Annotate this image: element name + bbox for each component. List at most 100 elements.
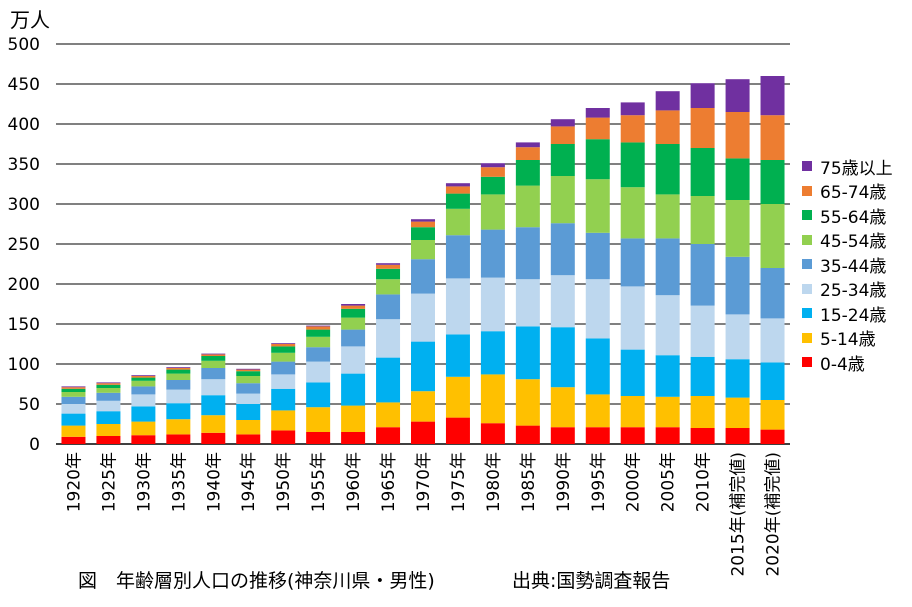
x-tick-label: 2015年(補完値) [729,452,749,577]
bar-segment [201,360,226,368]
y-tick-label: 350 [8,155,40,175]
x-tick-label: 1950年 [274,452,294,512]
legend-item: 35-44歳 [802,252,893,277]
legend-label: 65-74歳 [820,183,887,204]
legend-swatch [802,308,812,319]
bar-segment [131,394,156,407]
bar-segment [411,341,435,392]
bar-segment [411,240,435,260]
legend-swatch [802,332,812,343]
bar-segment [201,415,226,433]
bar-segment [550,387,575,428]
bar-segment [166,368,191,370]
bar-segment [166,373,191,380]
bar-segment [236,383,261,394]
bar-segment [201,379,226,396]
bar-segment [306,407,331,432]
bar-segment [376,294,401,320]
bar-segment [480,423,505,444]
bar-segment [96,400,121,412]
bar-segment [690,196,715,244]
bar-segment [271,352,296,362]
bar-segment [236,371,261,376]
legend-label: 45-54歳 [820,232,887,253]
bar-segment [96,388,121,393]
bar-segment [271,374,296,389]
bar-segment [585,338,610,395]
bar-segment [271,344,296,347]
bar-segment [515,425,540,444]
bar-segment [585,139,610,180]
bar-segment [166,380,191,390]
bar-segment [306,336,331,348]
y-tick-label: 300 [8,195,40,215]
x-tick-label: 1955年 [309,452,329,512]
bar-segment [690,108,715,148]
bar-segment [445,376,470,418]
y-tick-label: 250 [8,235,40,255]
bar-segment [445,334,470,377]
bar-segment [760,268,785,319]
bar-segment [550,119,575,127]
legend-label: 5-14歳 [820,330,876,351]
bar-segment [61,404,86,414]
bar-segment [271,410,296,431]
bar-segment [515,227,540,280]
y-tick-label: 200 [8,275,40,295]
bar-segment [445,183,470,187]
y-tick-label: 500 [8,35,40,55]
legend-swatch [802,161,812,172]
bar-segment [131,376,156,378]
y-tick-label: 0 [29,435,40,455]
bar-segment [620,349,645,396]
bar-segment [550,427,575,444]
bar-segment [236,434,261,444]
bar-segment [445,235,470,279]
bar-segment [341,373,366,406]
bar-segment [445,278,470,335]
bar-segment [306,325,331,327]
x-tick-label: 1990年 [554,452,574,512]
bar-segment [96,436,121,444]
bar-segment [515,160,540,186]
x-tick-label: 2020年(補完値) [764,452,784,577]
bar-segment [760,76,785,116]
x-tick-label: 1925年 [99,452,119,512]
bar-segment [131,375,156,376]
bar-segment [61,386,86,388]
bar-segment [690,356,715,396]
bar-segment [61,387,86,389]
bar-segment [725,397,750,428]
legend-label: 75歳以上 [820,158,893,179]
bar-segment [411,221,435,228]
bar-segment [445,186,470,194]
bar-segment [306,326,331,330]
legend-swatch [802,185,812,196]
y-tick-label: 100 [8,355,40,375]
legend-item: 25-34歳 [802,277,893,302]
bar-segment [341,432,366,444]
bar-segment [760,204,785,268]
legend-item: 75歳以上 [802,154,893,179]
bar-segment [690,396,715,428]
bar-segment [376,402,401,428]
bar-segment [725,314,750,360]
bar-segment [655,194,680,239]
legend-item: 55-64歳 [802,203,893,228]
bar-segment [445,193,470,209]
bar-segment [61,425,86,437]
bar-segment [690,148,715,196]
bar-segment [515,379,540,426]
bar-segment [376,264,401,269]
bar-segment [411,227,435,240]
bar-segment [131,377,156,381]
legend-swatch [802,357,812,368]
legend-label: 25-34歳 [820,281,887,302]
bar-segment [341,329,366,347]
bar-segment [725,112,750,159]
bar-segment [725,359,750,398]
legend-item: 65-74歳 [802,179,893,204]
x-tick-label: 1980年 [484,452,504,512]
bar-segment [445,417,470,444]
